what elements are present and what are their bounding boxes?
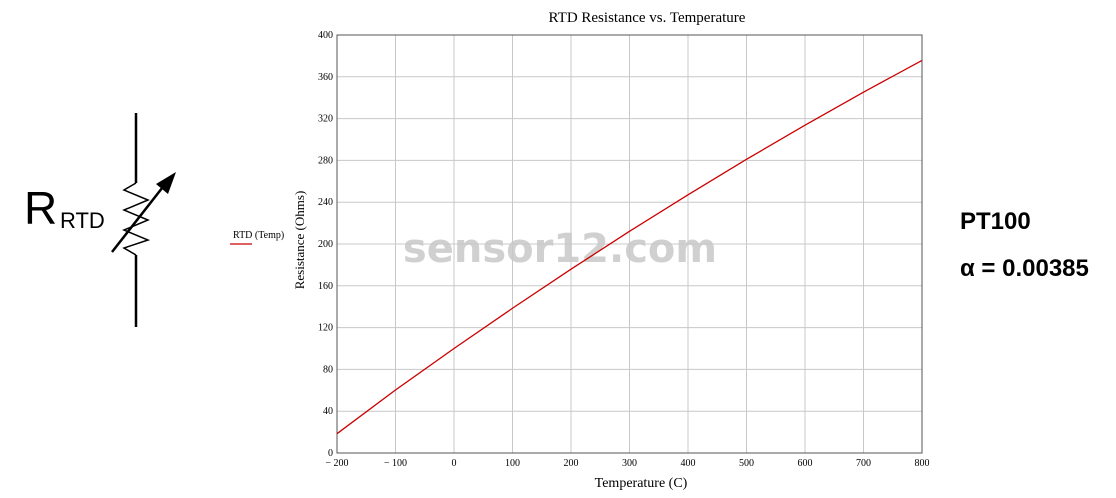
y-tick-label: 280: [318, 155, 333, 166]
symbol-subscript: RTD: [60, 208, 105, 233]
y-axis-label: Resistance (Ohms): [292, 191, 307, 290]
x-tick-label: − 200: [325, 458, 348, 469]
y-tick-label: 360: [318, 72, 333, 83]
y-tick-label: 120: [318, 323, 333, 334]
x-tick-label: 0: [452, 458, 457, 469]
x-tick-label: 200: [564, 458, 579, 469]
y-tick-label: 40: [323, 406, 333, 417]
x-tick-label: 800: [915, 458, 930, 469]
plot-frame: [336, 34, 923, 454]
y-tick-label: 400: [318, 30, 333, 41]
rtd-symbol: [111, 113, 176, 327]
x-tick-label: 100: [505, 458, 520, 469]
y-tick-label: 200: [318, 239, 333, 250]
spec: PT100: [960, 208, 1031, 235]
data-line: [336, 59, 923, 435]
legend-label: RTD (Temp): [233, 230, 284, 241]
x-tick-label: 300: [622, 458, 637, 469]
x-tick-label: 600: [798, 458, 813, 469]
x-tick-label: 400: [681, 458, 696, 469]
y-tick-label: 240: [318, 197, 333, 208]
spec: α = 0.00385: [960, 255, 1089, 282]
chart-title: RTD Resistance vs. Temperature: [549, 10, 746, 26]
x-tick-label: 700: [856, 458, 871, 469]
symbol-letter: R: [24, 182, 57, 234]
x-axis-label: Temperature (C): [595, 476, 688, 491]
x-tick-label: − 100: [384, 458, 407, 469]
y-tick-label: 0: [328, 448, 333, 459]
x-tick-label: 500: [739, 458, 754, 469]
watermark: sensor12.com: [403, 226, 717, 272]
y-tick-label: 80: [323, 364, 333, 375]
y-tick-label: 160: [318, 281, 333, 292]
y-tick-label: 320: [318, 114, 333, 125]
